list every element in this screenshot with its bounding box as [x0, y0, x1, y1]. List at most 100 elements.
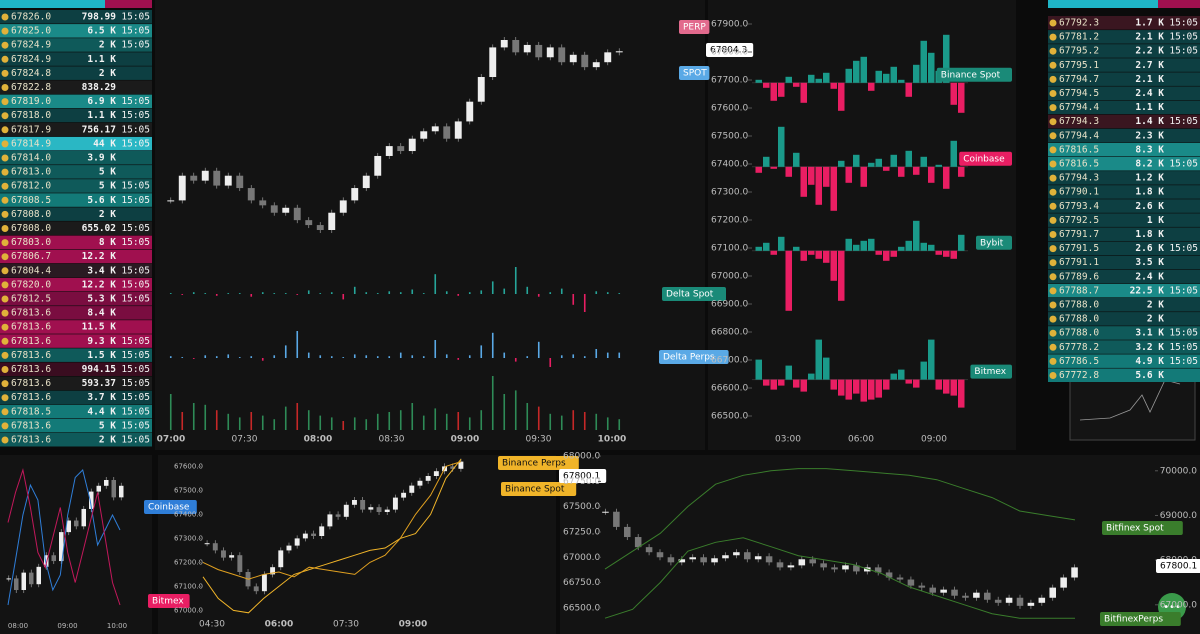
candle	[874, 567, 882, 573]
delta-bar	[296, 331, 299, 358]
book-cell: 15:05	[121, 26, 150, 37]
coin-icon	[1049, 118, 1057, 126]
label-text: Bitmex	[974, 367, 1006, 377]
candle	[602, 511, 609, 513]
label-text: Coinbase	[148, 503, 190, 513]
bar	[860, 56, 867, 83]
candle	[204, 543, 210, 545]
book-cell: 15:05	[1169, 159, 1198, 170]
book-row	[0, 66, 152, 80]
delta-bar	[606, 292, 609, 294]
coin-icon	[1, 69, 9, 77]
delta-bar	[491, 332, 494, 358]
book-cell: 1 K	[1147, 215, 1164, 226]
coin-icon	[1, 422, 9, 430]
book-cell: 67788.0	[1059, 328, 1099, 339]
book-cell: 15:05	[1169, 116, 1198, 127]
bar	[853, 60, 860, 83]
candle	[335, 514, 341, 517]
bar	[868, 82, 875, 91]
book-cell: 67820.0	[11, 279, 51, 290]
bar	[770, 82, 777, 101]
book-row	[0, 418, 152, 433]
y-tick-label: 67500.0	[711, 132, 748, 142]
bar	[815, 339, 822, 380]
book-row	[0, 24, 152, 38]
delta-bar	[181, 294, 184, 295]
bar	[928, 52, 935, 83]
delta-bar	[215, 356, 218, 358]
candle	[929, 587, 936, 593]
bar	[928, 244, 935, 251]
bar	[800, 82, 807, 103]
bar	[755, 359, 762, 380]
book-cell: 3.4 K	[87, 265, 116, 276]
book-row	[1048, 171, 1200, 185]
label-text: Bybit	[980, 238, 1004, 248]
label-box	[498, 456, 579, 470]
book-header	[1158, 0, 1200, 8]
x-tick-label: 07:30	[333, 620, 359, 630]
book-row	[0, 52, 152, 66]
delta-bar	[296, 403, 299, 430]
book-cell: 67825.0	[11, 26, 51, 37]
book-row	[0, 80, 152, 94]
coin-icon	[1049, 216, 1057, 224]
candle	[489, 47, 497, 78]
candle	[700, 557, 707, 563]
delta-bar	[261, 292, 264, 294]
book-cell: 5 K	[99, 181, 116, 192]
delta-bar	[411, 289, 414, 294]
book-cell: 5.6 K	[87, 195, 116, 206]
candle	[104, 480, 109, 486]
book-cell: 15:05	[1169, 342, 1198, 353]
book-cell: 67808.0	[11, 209, 51, 220]
book-cell: 11.5 K	[82, 322, 117, 333]
delta-bar	[445, 413, 448, 430]
candle	[213, 170, 221, 186]
bar	[958, 166, 965, 177]
book-cell: 2 K	[99, 209, 116, 220]
bar	[845, 379, 852, 400]
book-cell: 67813.6	[11, 322, 51, 333]
bar	[890, 154, 897, 167]
book-row	[1048, 86, 1200, 100]
bar	[853, 244, 860, 251]
bar	[763, 379, 770, 386]
book-cell: 15:05	[121, 124, 150, 135]
book-cell: 67791.5	[1059, 243, 1099, 254]
book-cell: 2.2 K	[1135, 46, 1164, 57]
book-cell: 1.1 K	[87, 110, 116, 121]
book-row	[0, 334, 152, 348]
delta-bar	[572, 294, 575, 305]
candle	[29, 572, 34, 585]
book-cell: 15:05	[1169, 328, 1198, 339]
delta-bar	[342, 357, 345, 358]
bar	[883, 250, 890, 261]
candle	[454, 121, 462, 139]
delta-bar	[537, 294, 540, 297]
bar	[830, 379, 837, 390]
candle	[1016, 597, 1024, 606]
candle	[221, 550, 226, 558]
candle	[362, 175, 370, 189]
delta-bar	[376, 413, 379, 430]
book-cell: 67813.6	[11, 420, 51, 431]
candle	[787, 565, 795, 568]
candle	[918, 585, 926, 588]
delta-bar	[606, 417, 609, 430]
book-cell: 5.6 K	[1135, 370, 1164, 381]
delta-bar	[549, 413, 552, 430]
label-text: Delta Spot	[666, 290, 714, 300]
candle	[316, 225, 324, 230]
bar	[793, 82, 800, 87]
candle	[261, 574, 267, 592]
label-box	[679, 66, 710, 80]
delta-bar	[169, 394, 172, 430]
delta-bar	[169, 356, 172, 358]
bar	[823, 166, 830, 187]
book-cell: 67794.3	[1059, 116, 1099, 127]
book-cell: 67817.9	[11, 124, 51, 135]
candle	[339, 200, 347, 213]
menu-label[interactable]: •••	[1163, 602, 1181, 613]
